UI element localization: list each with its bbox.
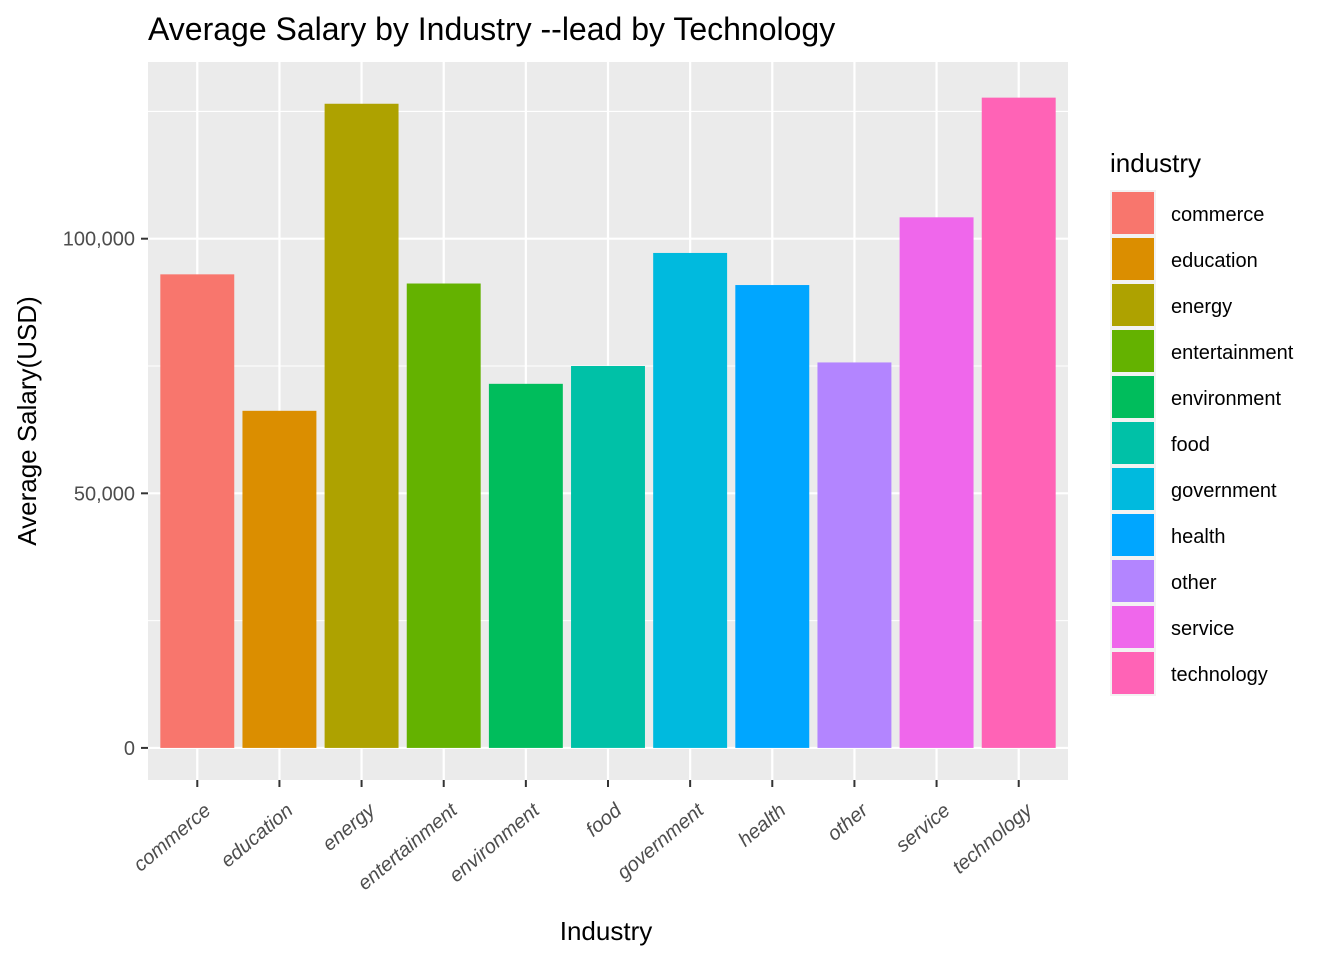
- x-tick-label-technology: technology: [948, 799, 1037, 879]
- legend-swatch-health: [1112, 514, 1154, 556]
- legend-label-other: other: [1171, 572, 1217, 594]
- y-tick-label: 100,000: [63, 229, 135, 251]
- legend-swatch-food: [1112, 422, 1154, 464]
- legend-label-government: government: [1171, 480, 1277, 502]
- x-tick-label-health: health: [734, 799, 790, 851]
- legend-title: industry: [1110, 148, 1201, 178]
- bar-health: [735, 285, 810, 748]
- bar-environment: [488, 383, 563, 748]
- x-tick-label-food: food: [582, 799, 627, 841]
- x-tick-label-education: education: [217, 799, 298, 872]
- legend-label-food: food: [1171, 434, 1210, 456]
- bar-government: [653, 252, 728, 748]
- chart-title: Average Salary by Industry --lead by Tec…: [148, 11, 835, 47]
- bar-commerce: [160, 274, 235, 748]
- y-axis-title: Average Salary(USD): [12, 296, 42, 546]
- bar-service: [899, 217, 974, 748]
- y-axis: 0 50,000 100,000: [63, 229, 148, 760]
- legend: industry commerce education energy entertai…: [1110, 148, 1294, 696]
- legend-swatch-government: [1112, 468, 1154, 510]
- x-tick-label-commerce: commerce: [130, 799, 216, 876]
- legend-label-technology: technology: [1171, 664, 1268, 686]
- bar-technology: [981, 97, 1056, 748]
- legend-label-environment: environment: [1171, 388, 1282, 410]
- legend-label-energy: energy: [1171, 296, 1232, 318]
- x-tick-label-service: service: [892, 799, 955, 857]
- x-tick-label-energy: energy: [319, 799, 381, 856]
- y-tick-label: 0: [124, 738, 135, 760]
- legend-swatch-entertainment: [1112, 330, 1154, 372]
- x-axis: commerce education energyentertainmentenvi…: [130, 780, 1037, 895]
- bars: [160, 97, 1056, 748]
- legend-swatch-commerce: [1112, 192, 1154, 234]
- legend-label-health: health: [1171, 526, 1226, 548]
- x-axis-title: Industry: [560, 916, 653, 946]
- legend-label-commerce: commerce: [1171, 204, 1264, 226]
- x-tick-label-environment: environment: [445, 798, 545, 887]
- legend-label-education: education: [1171, 250, 1258, 272]
- bar-other: [817, 362, 892, 748]
- legend-label-entertainment: entertainment: [1171, 342, 1294, 364]
- legend-swatch-service: [1112, 606, 1154, 648]
- bar-education: [242, 410, 317, 748]
- x-tick-label-government: government: [613, 798, 709, 884]
- legend-items: commerce education energy entertainment envi…: [1110, 190, 1294, 696]
- bar-energy: [324, 103, 399, 748]
- legend-label-service: service: [1171, 618, 1234, 640]
- legend-swatch-other: [1112, 560, 1154, 602]
- legend-swatch-education: [1112, 238, 1154, 280]
- legend-swatch-technology: [1112, 652, 1154, 694]
- x-tick-label-other: other: [823, 799, 873, 846]
- y-tick-label: 50,000: [74, 483, 135, 505]
- bar-food: [571, 366, 645, 748]
- legend-swatch-environment: [1112, 376, 1154, 418]
- legend-swatch-energy: [1112, 284, 1154, 326]
- bar-entertainment: [406, 283, 481, 748]
